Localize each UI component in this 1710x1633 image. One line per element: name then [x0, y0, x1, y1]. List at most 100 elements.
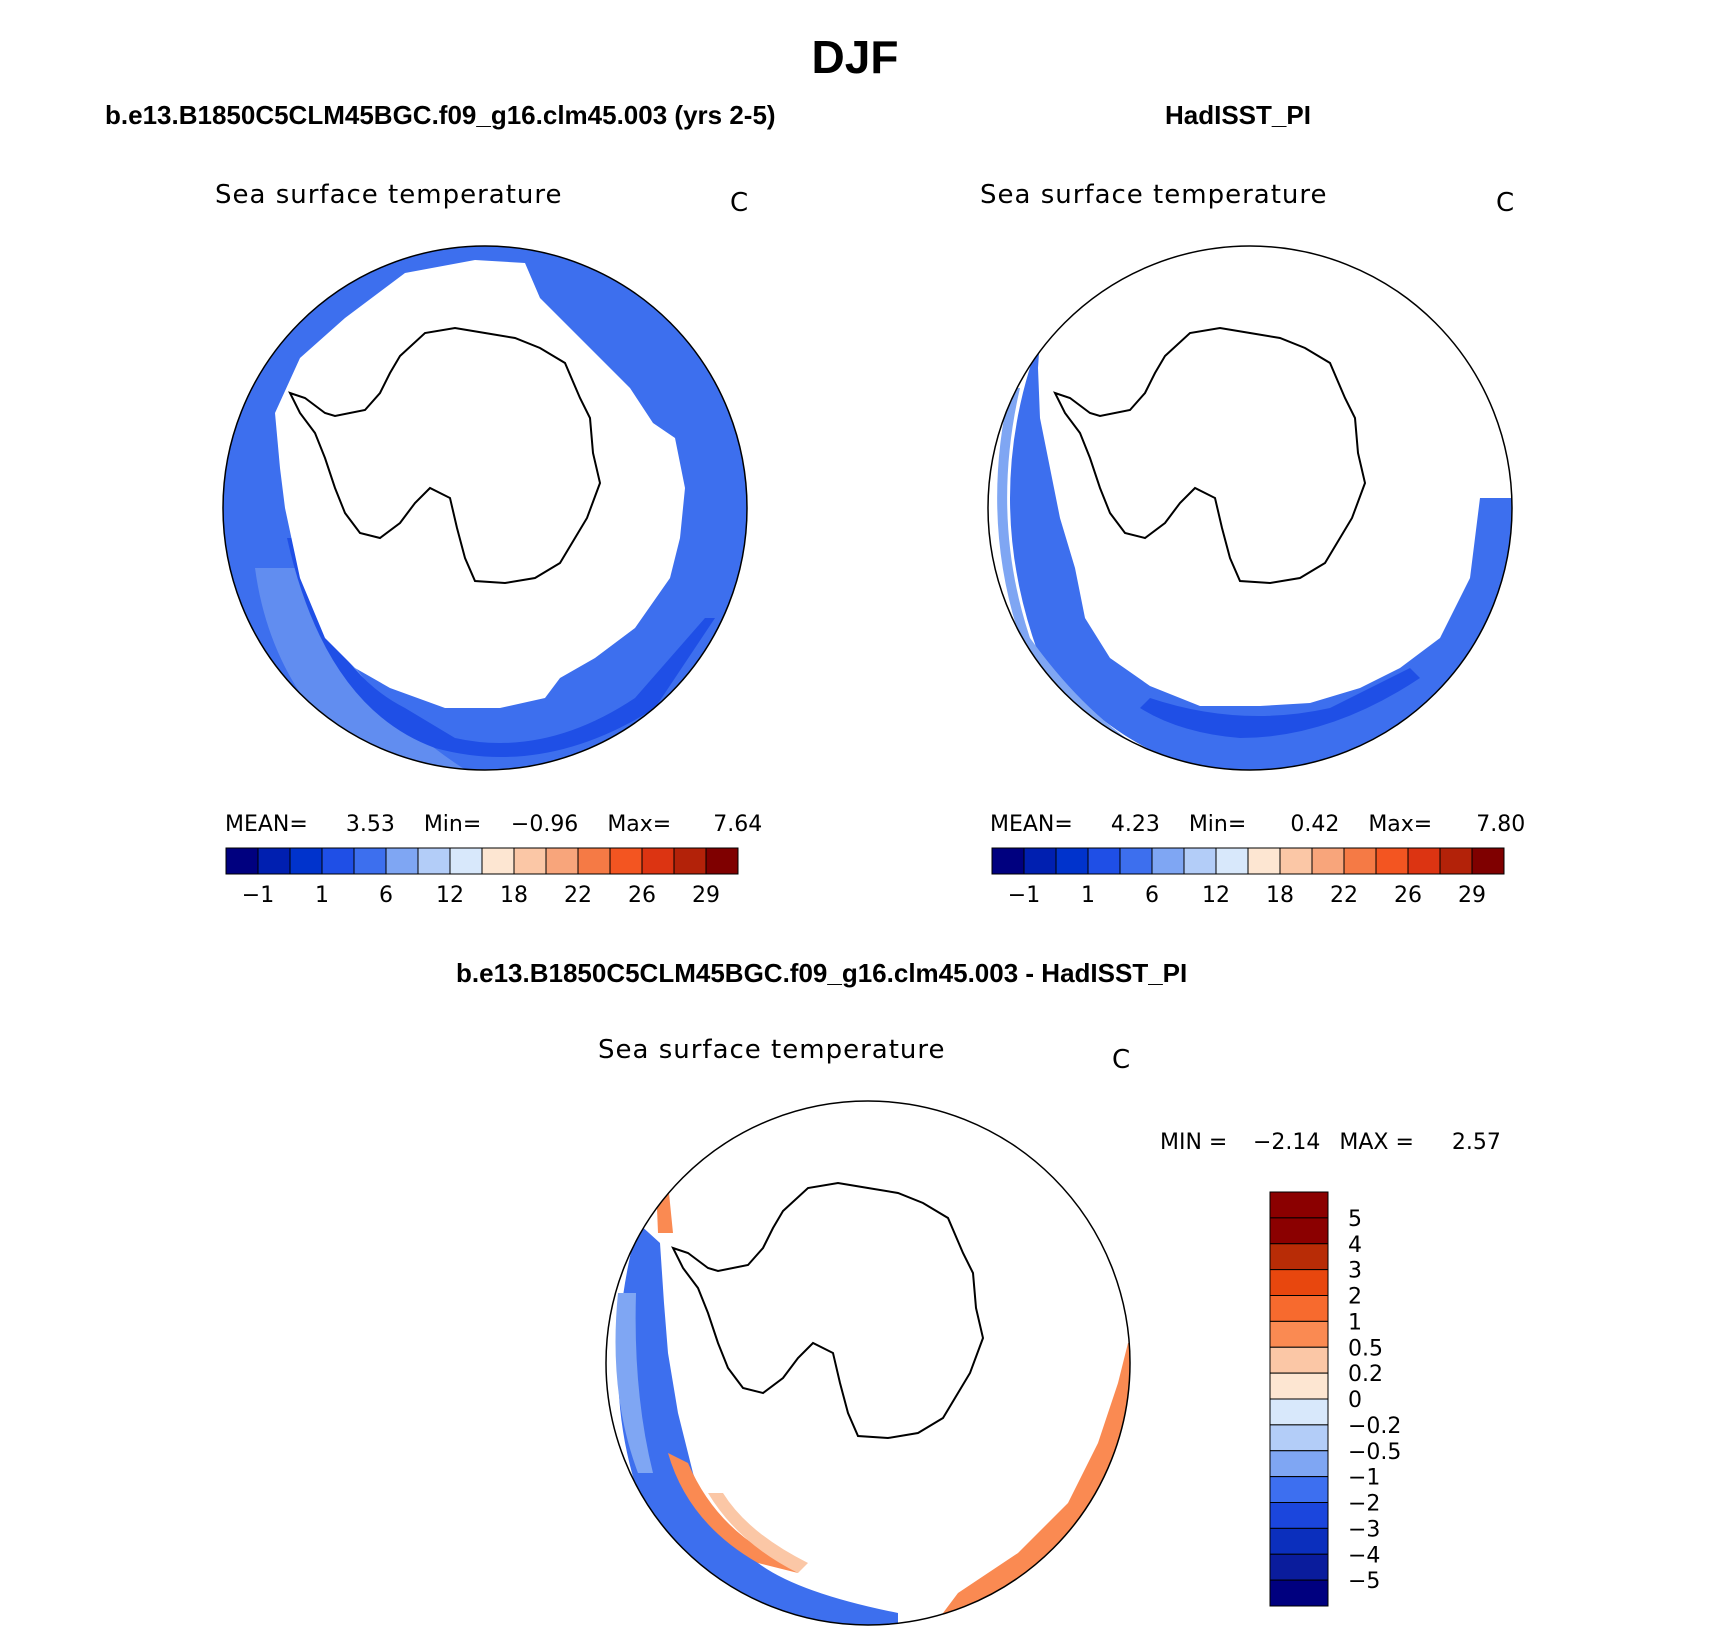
diff-colorbar-swatch — [1269, 1476, 1329, 1503]
panel-2-colorbar-swatch — [1119, 847, 1153, 875]
panel-1-colorbar-swatch — [449, 847, 483, 875]
panel-2-stats: MEAN= 4.23 Min= 0.42 Max= 7.80 — [990, 812, 1525, 837]
diff-colorbar-swatch — [1269, 1372, 1329, 1400]
panel-1-colorbar-swatch — [385, 847, 419, 875]
panel-1-colorbar-tick-label: 1 — [315, 883, 329, 908]
panel-2-colorbar-swatch — [1279, 847, 1313, 875]
panel-2-warm-patch — [997, 388, 1140, 758]
diff-field-name: Sea surface temperature — [598, 1035, 946, 1065]
panel-2-colorbar-swatch — [1055, 847, 1089, 875]
diff-colorbar-swatch — [1269, 1527, 1329, 1555]
panel-2-colorbar-tick-label: −1 — [1008, 883, 1040, 908]
diff-colorbar-tick-label: −1 — [1348, 1466, 1380, 1491]
panel-1-colorbar-swatch — [673, 847, 707, 875]
panel-2-max-value: 7.80 — [1476, 812, 1526, 837]
panel-1-map — [222, 245, 748, 771]
diff-colorbar-swatch — [1269, 1217, 1329, 1245]
diff-colorbar-tick-label: 0 — [1348, 1388, 1362, 1413]
diff-colorbar-tick-label: 1 — [1348, 1310, 1362, 1335]
panel-2-antarctica-coast — [1053, 326, 1367, 585]
panel-1-antarctica-coast — [288, 326, 602, 585]
panel-1-units: C — [730, 188, 749, 218]
diff-colorbar-tick-label: 4 — [1348, 1233, 1362, 1258]
panel-1-colorbar-tick-label: 22 — [564, 883, 592, 908]
panel-2-mean-value: 4.23 — [1110, 812, 1160, 837]
panel-1-colorbar-swatch — [289, 847, 323, 875]
panel-1-colorbar-tick-label: 12 — [436, 883, 464, 908]
panel-2-colorbar-swatch — [1439, 847, 1473, 875]
panel-1-colorbar-swatch — [417, 847, 451, 875]
panel-2-colorbar-swatch — [1087, 847, 1121, 875]
panel-2-colorbar: −1 1 6 12 18 22 26 29 — [991, 847, 1505, 908]
diff-cool-band — [618, 1223, 898, 1625]
panel-1-colorbar-swatch — [353, 847, 387, 875]
panel-1-mean-label: MEAN= — [225, 812, 308, 837]
panel-1-max-value: 7.64 — [713, 812, 763, 837]
panel-1-colorbar-tick-label: 26 — [628, 883, 656, 908]
panel-2-map-border — [987, 245, 1513, 771]
panel-2-colorbar-swatch — [991, 847, 1025, 875]
panel-1-colorbar-swatch — [705, 847, 739, 875]
panel-2-colorbar-swatch — [1151, 847, 1185, 875]
diff-min-label: MIN = — [1160, 1130, 1228, 1155]
panel-1-map-border — [222, 245, 748, 771]
panel-1-mean-value: 3.53 — [345, 812, 395, 837]
panel-2-colorbar-swatch — [1183, 847, 1217, 875]
diff-warm-patch-west — [668, 1453, 798, 1573]
diff-colorbar-tick-label: −2 — [1348, 1492, 1380, 1517]
panel-2-units: C — [1496, 188, 1515, 218]
panel-2-colorbar-swatch — [1471, 847, 1505, 875]
panel-1-colorbar-tick-label: 29 — [692, 883, 720, 908]
panel-1-colorbar-swatch — [321, 847, 355, 875]
diff-cool-patch — [615, 1293, 653, 1473]
panel-1-colorbar-swatch — [577, 847, 611, 875]
diff-colorbar-tick-label: 0.5 — [1348, 1336, 1383, 1361]
panel-2-colorbar-tick-label: 6 — [1145, 883, 1159, 908]
diff-map — [605, 1100, 1131, 1626]
panel-2-colorbar-swatch — [1311, 847, 1345, 875]
panel-1-max-label: Max= — [607, 812, 672, 837]
diff-colorbar-swatch — [1269, 1320, 1329, 1348]
panel-1-colorbar-swatch — [481, 847, 515, 875]
diff-colorbar-tick-label: −4 — [1348, 1543, 1380, 1568]
panel-1-stats: MEAN= 3.53 Min= −0.96 Max= 7.64 — [225, 812, 762, 837]
panel-2-colorbar-tick-label: 26 — [1394, 883, 1422, 908]
panel-2-map — [987, 245, 1513, 771]
panel-1-colorbar: −1 1 6 12 18 22 26 29 — [225, 847, 739, 908]
diff-colorbar-swatch — [1269, 1579, 1329, 1607]
panel-2-colorbar-swatch — [1407, 847, 1441, 875]
diff-max-value: 2.57 — [1451, 1130, 1501, 1155]
panel-2-colorbar-tick-label: 18 — [1266, 883, 1294, 908]
panel-2-colorbar-swatch — [1343, 847, 1377, 875]
panel-2-colorbar-swatch — [1375, 847, 1409, 875]
diff-colorbar-swatch — [1269, 1424, 1329, 1452]
diff-colorbar-swatch — [1269, 1191, 1329, 1219]
panel-1-colorbar-tick-label: 6 — [379, 883, 393, 908]
diff-colorbar-tick-label: 3 — [1348, 1259, 1362, 1284]
main-title: DJF — [811, 31, 899, 83]
panel-2-field-name: Sea surface temperature — [980, 180, 1328, 210]
diff-colorbar-tick-label: −0.5 — [1348, 1440, 1401, 1465]
diff-colorbar-swatch — [1269, 1295, 1329, 1322]
panel-1-colorbar-swatch — [513, 847, 547, 875]
diff-colorbar-swatch — [1269, 1269, 1329, 1296]
panel-1-min-value: −0.96 — [510, 812, 579, 837]
panel-2-cold-edge — [1140, 668, 1420, 738]
panel-1-colorbar-swatch — [609, 847, 643, 875]
panel-2-min-value: 0.42 — [1290, 812, 1340, 837]
diff-colorbar-tick-label: 2 — [1348, 1285, 1362, 1310]
panel-2-colorbar-swatch — [1247, 847, 1281, 875]
diff-colorbar-swatch — [1269, 1398, 1329, 1426]
diff-panel-title: b.e13.B1850C5CLM45BGC.f09_g16.clm45.003 … — [456, 958, 1188, 988]
diff-colorbar-tick-label: −3 — [1348, 1517, 1380, 1542]
panel-1-field-name: Sea surface temperature — [215, 180, 563, 210]
diff-colorbar-tick-label: −0.2 — [1348, 1414, 1401, 1439]
panel-2-colorbar-tick-label: 1 — [1081, 883, 1095, 908]
panel-2-mean-label: MEAN= — [990, 812, 1073, 837]
panel-1-colorbar-swatch — [257, 847, 291, 875]
panel-1-colorbar-tick-label: −1 — [242, 883, 274, 908]
panel-2-colorbar-tick-label: 12 — [1202, 883, 1230, 908]
panel-1-min-label: Min= — [423, 812, 482, 837]
diff-max-label: MAX = — [1339, 1130, 1414, 1155]
diff-colorbar-swatch — [1269, 1243, 1329, 1271]
